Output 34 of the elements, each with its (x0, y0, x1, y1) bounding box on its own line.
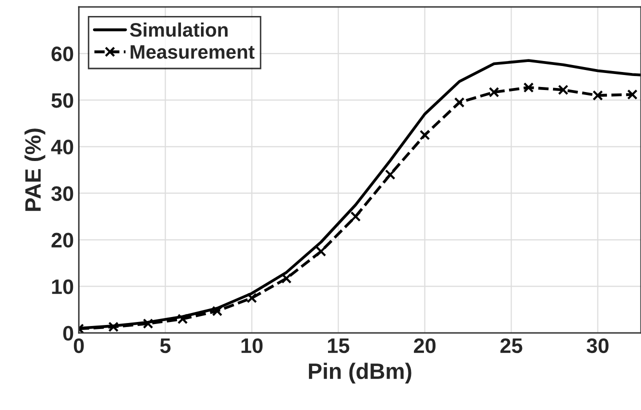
point (177, 314, 188, 324)
y-tick-label: 30 (51, 186, 74, 202)
legend-label: Measurement (130, 45, 255, 59)
point (523, 82, 534, 93)
x-tick-label: 20 (414, 338, 436, 354)
legend-label: Simulation (130, 22, 228, 37)
point (384, 169, 396, 180)
point (142, 318, 154, 329)
point (627, 89, 638, 100)
y-tick-label: 60 (52, 46, 74, 62)
point (488, 86, 500, 98)
y-tick-label: 0 (63, 326, 74, 341)
x-tick-label: 0 (74, 338, 84, 354)
point (592, 90, 603, 101)
y-axis-title: PAE (%) (24, 128, 46, 211)
y-tick-label: 50 (51, 93, 74, 108)
point (350, 211, 361, 222)
point (558, 84, 568, 96)
y-tick-label: 40 (51, 140, 74, 154)
point (281, 273, 292, 284)
y-tick-label: 10 (52, 279, 74, 294)
point (212, 306, 222, 316)
point (108, 322, 119, 332)
x-axis-title: Pin (dBm) (308, 362, 412, 384)
point (454, 97, 465, 108)
point (316, 246, 326, 257)
x-tick-label: 5 (160, 338, 171, 354)
y-tick-label: 20 (52, 232, 74, 248)
x-tick-label: 15 (328, 338, 350, 354)
point (246, 292, 258, 304)
x-tick-label: 10 (242, 338, 263, 354)
x-tick-label: 30 (586, 338, 608, 354)
point (420, 130, 430, 140)
x-tick-label: 25 (500, 338, 522, 354)
